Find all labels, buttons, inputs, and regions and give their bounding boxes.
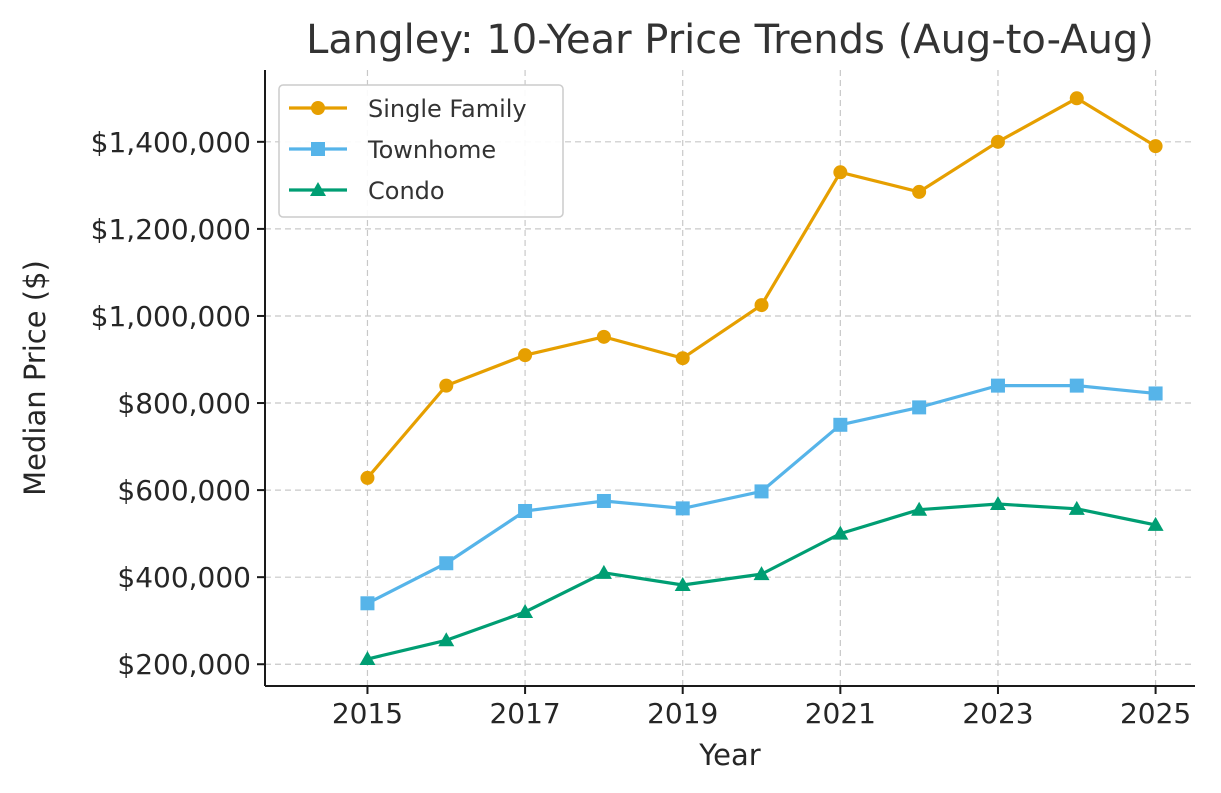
data-point-condo [989, 496, 1006, 511]
data-point-townhome [990, 378, 1005, 393]
series-single-family [360, 91, 1163, 485]
y-tick-label: $400,000 [117, 561, 251, 594]
data-point-condo [595, 564, 612, 579]
data-point-townhome [833, 417, 848, 432]
legend-marker-townhome [311, 142, 325, 156]
series-condo [359, 496, 1164, 666]
data-point-townhome [1069, 378, 1084, 393]
legend-marker-condo [310, 182, 326, 196]
chart-title: Langley: 10-Year Price Trends (Aug-to-Au… [306, 17, 1154, 63]
data-point-single-family [754, 298, 769, 313]
x-tick-label: 2017 [489, 697, 560, 730]
axes: 2015 2017 2019 2021 2023 2025 $200,000 $400,000… [91, 70, 1195, 730]
x-tick-label: 2019 [647, 697, 718, 730]
data-point-single-family [675, 351, 690, 366]
data-point-townhome [912, 400, 927, 415]
data-point-condo [438, 632, 455, 647]
series-townhome [360, 378, 1163, 611]
data-point-single-family [833, 165, 848, 180]
legend-item-townhome: Townhome [289, 136, 496, 164]
x-tick-label: 2021 [805, 697, 876, 730]
y-tick-label: $600,000 [117, 474, 251, 507]
series-line-condo [367, 502, 1156, 661]
y-tick-label: $1,000,000 [91, 300, 251, 333]
data-point-condo [674, 577, 691, 592]
data-point-townhome [1148, 386, 1163, 401]
data-point-condo [359, 651, 376, 666]
x-tick-label: 2015 [332, 697, 403, 730]
data-point-single-family [1148, 139, 1163, 154]
legend-item-condo: Condo [289, 177, 445, 205]
legend-label-townhome: Townhome [367, 136, 496, 164]
data-point-single-family [360, 470, 375, 485]
legend-marker-single-family [311, 101, 325, 115]
series-group [359, 91, 1164, 666]
legend-label-condo: Condo [368, 177, 445, 205]
legend-label-single-family: Single Family [368, 95, 527, 123]
data-point-condo [911, 501, 928, 516]
data-point-condo [1147, 516, 1164, 531]
y-tick-label: $800,000 [117, 387, 251, 420]
data-point-townhome [439, 556, 454, 571]
y-axis-label: Median Price ($) [18, 260, 52, 496]
x-axis-label: Year [698, 738, 760, 772]
y-tick-label: $200,000 [117, 648, 251, 681]
legend-box [278, 84, 564, 218]
y-tick-label: $1,200,000 [91, 213, 251, 246]
data-point-single-family [518, 348, 533, 363]
legend-item-single-family: Single Family [289, 95, 527, 123]
data-point-single-family [439, 378, 454, 393]
x-tick-label: 2023 [962, 697, 1033, 730]
data-point-single-family [912, 184, 927, 199]
data-point-single-family [596, 329, 611, 344]
x-tick-label: 2025 [1120, 697, 1191, 730]
data-point-single-family [990, 134, 1005, 149]
data-point-townhome [518, 503, 533, 518]
data-point-townhome [675, 501, 690, 516]
data-point-condo [1068, 500, 1085, 515]
data-point-condo [517, 603, 534, 618]
data-point-single-family [1069, 91, 1084, 106]
data-point-condo [832, 525, 849, 540]
legend: Single Family Townhome Condo [278, 84, 564, 218]
data-point-townhome [754, 484, 769, 499]
data-point-townhome [596, 493, 611, 508]
data-point-condo [753, 566, 770, 581]
data-point-townhome [360, 596, 375, 611]
y-tick-label: $1,400,000 [91, 126, 251, 159]
